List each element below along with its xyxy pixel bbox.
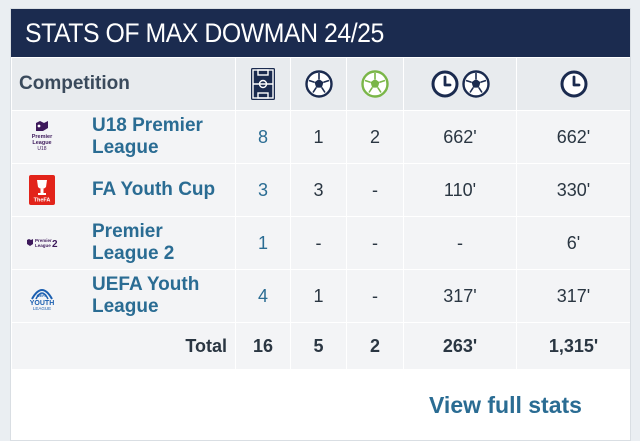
minutes-value: 330' bbox=[516, 163, 630, 217]
competition-header: Competition bbox=[11, 57, 236, 111]
total-minutes-per-goal: 263' bbox=[403, 322, 517, 370]
minutes-value: 317' bbox=[516, 269, 630, 323]
table-row: Premier League U18 U18 Premier League 8 … bbox=[11, 110, 630, 164]
competition-name[interactable]: UEFA Youth League bbox=[92, 274, 200, 317]
appearances-value[interactable]: 8 bbox=[235, 110, 291, 164]
appearances-value[interactable]: 4 bbox=[235, 269, 291, 323]
table-row: TheFA FA Youth Cup 3 3 - 110' 330' bbox=[11, 163, 630, 217]
goals-value: 1 bbox=[290, 110, 347, 164]
total-row: Total 16 5 2 263' 1,315' bbox=[11, 322, 630, 370]
competition-name[interactable]: FA Youth Cup bbox=[92, 179, 216, 200]
card-title: STATS OF MAX DOWMAN 24/25 bbox=[25, 17, 384, 48]
assists-value: - bbox=[346, 269, 404, 323]
svg-text:League: League bbox=[32, 140, 51, 146]
clock-icon bbox=[560, 70, 587, 98]
svg-text:Premier: Premier bbox=[35, 238, 52, 243]
clock-icon bbox=[431, 70, 458, 98]
total-minutes: 1,315' bbox=[516, 322, 630, 370]
premier-league-u18-logo: Premier League U18 bbox=[26, 121, 58, 153]
card-header: STATS OF MAX DOWMAN 24/25 bbox=[11, 9, 630, 57]
goals-value: - bbox=[290, 216, 347, 270]
svg-text:Premier: Premier bbox=[32, 134, 53, 140]
table-row: Premier League 2 Premier League 2 1 - - … bbox=[11, 216, 630, 270]
fa-youth-cup-logo: TheFA bbox=[26, 174, 58, 206]
pitch-icon bbox=[251, 68, 275, 100]
card-footer: View full stats bbox=[11, 370, 630, 436]
minutes-per-goal-value: - bbox=[403, 216, 517, 270]
competition-name[interactable]: Premier League 2 bbox=[92, 221, 175, 264]
uefa-youth-league-logo: UEFA YOUTH LEAGUE bbox=[26, 280, 58, 312]
competition-cell[interactable]: UEFA YOUTH LEAGUE UEFA Youth League bbox=[11, 269, 236, 323]
table-row: UEFA YOUTH LEAGUE UEFA Youth League 4 1 … bbox=[11, 269, 630, 323]
total-goals: 5 bbox=[290, 322, 347, 370]
appearances-header[interactable] bbox=[235, 57, 291, 111]
ball-green-icon bbox=[361, 70, 389, 98]
ball-icon bbox=[461, 70, 490, 98]
premier-league-2-logo: Premier League 2 bbox=[26, 227, 58, 259]
minutes-per-goal-value: 317' bbox=[403, 269, 517, 323]
total-appearances: 16 bbox=[235, 322, 291, 370]
assists-value: - bbox=[346, 163, 404, 217]
minutes-per-goal-header[interactable] bbox=[403, 57, 517, 111]
minutes-per-goal-value: 110' bbox=[403, 163, 517, 217]
minutes-value: 662' bbox=[516, 110, 630, 164]
svg-text:LEAGUE: LEAGUE bbox=[33, 306, 51, 311]
ball-icon bbox=[304, 70, 333, 98]
goals-value: 1 bbox=[290, 269, 347, 323]
minutes-per-goal-value: 662' bbox=[403, 110, 517, 164]
minutes-value: 6' bbox=[516, 216, 630, 270]
minutes-header[interactable] bbox=[516, 57, 630, 111]
assists-value: 2 bbox=[346, 110, 404, 164]
total-label: Total bbox=[11, 322, 236, 370]
competition-cell[interactable]: Premier League 2 Premier League 2 bbox=[11, 216, 236, 270]
goals-header[interactable] bbox=[290, 57, 347, 111]
total-assists: 2 bbox=[346, 322, 404, 370]
svg-text:U18: U18 bbox=[37, 146, 46, 152]
competition-cell[interactable]: Premier League U18 U18 Premier League bbox=[11, 110, 236, 164]
stats-card: STATS OF MAX DOWMAN 24/25 Competition bbox=[10, 8, 631, 441]
goals-value: 3 bbox=[290, 163, 347, 217]
competition-name[interactable]: U18 Premier League bbox=[92, 115, 203, 158]
appearances-value[interactable]: 3 bbox=[235, 163, 291, 217]
svg-text:TheFA: TheFA bbox=[34, 198, 51, 204]
assists-value: - bbox=[346, 216, 404, 270]
svg-text:UEFA: UEFA bbox=[37, 293, 48, 298]
table-header-row: Competition bbox=[11, 57, 630, 111]
competition-cell[interactable]: TheFA FA Youth Cup bbox=[11, 163, 236, 217]
stats-table: Competition bbox=[11, 57, 630, 370]
svg-text:2: 2 bbox=[52, 239, 58, 250]
view-full-stats-link[interactable]: View full stats bbox=[429, 392, 582, 418]
svg-text:League: League bbox=[35, 243, 51, 248]
appearances-value[interactable]: 1 bbox=[235, 216, 291, 270]
assists-header[interactable] bbox=[346, 57, 404, 111]
svg-text:YOUTH: YOUTH bbox=[30, 300, 55, 307]
